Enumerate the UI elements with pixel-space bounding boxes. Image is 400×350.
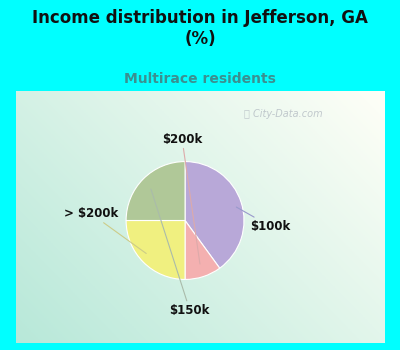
Text: Income distribution in Jefferson, GA
(%): Income distribution in Jefferson, GA (%)	[32, 9, 368, 48]
Text: $100k: $100k	[236, 207, 291, 233]
Text: Multirace residents: Multirace residents	[124, 72, 276, 86]
Wedge shape	[185, 220, 220, 279]
Wedge shape	[185, 162, 244, 268]
Wedge shape	[126, 162, 185, 220]
Text: ⓘ City-Data.com: ⓘ City-Data.com	[244, 108, 323, 119]
Text: > $200k: > $200k	[64, 207, 146, 253]
Wedge shape	[126, 220, 185, 279]
Text: $200k: $200k	[162, 133, 202, 264]
Text: $150k: $150k	[151, 189, 210, 317]
